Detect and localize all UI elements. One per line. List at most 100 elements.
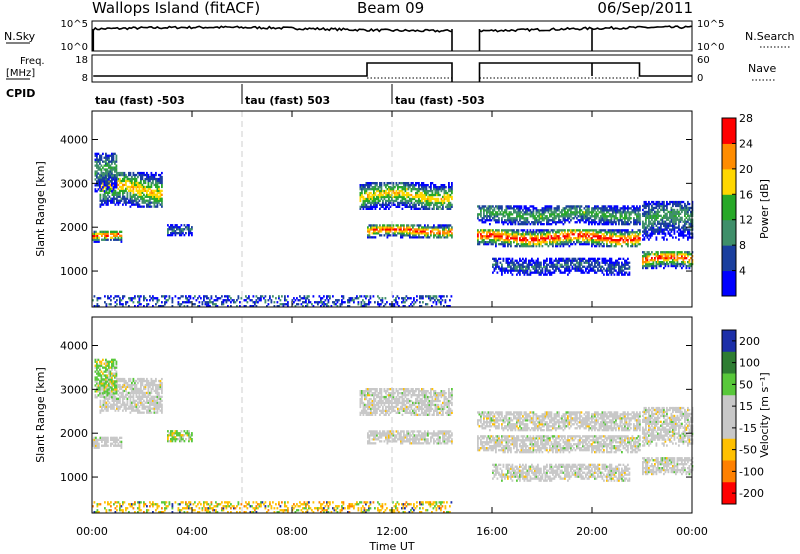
power-cell <box>580 231 583 234</box>
power-cell <box>568 213 571 216</box>
power-cell <box>400 236 402 239</box>
power-cell <box>675 200 677 204</box>
power-cell <box>648 214 650 217</box>
power-cell <box>618 231 620 234</box>
power-cell <box>257 297 259 300</box>
power-cell <box>559 237 562 240</box>
power-cell <box>412 234 414 237</box>
power-cell <box>386 184 389 187</box>
power-cell <box>105 152 107 155</box>
power-cell <box>382 201 384 205</box>
power-cell <box>510 237 512 240</box>
power-cell <box>660 262 662 266</box>
power-cell <box>123 173 126 177</box>
power-cell <box>678 218 680 221</box>
power-cell <box>501 241 503 244</box>
power-cell <box>421 191 423 195</box>
power-cell <box>658 255 661 258</box>
power-cell <box>682 264 685 268</box>
power-cell <box>177 226 180 229</box>
power-cell <box>541 241 544 244</box>
power-cell <box>152 305 154 308</box>
power-cell <box>385 232 387 235</box>
velocity-cell <box>95 440 97 443</box>
power-cell <box>153 183 156 187</box>
velocity-cell <box>95 438 97 441</box>
power-cell <box>553 229 556 232</box>
power-cell <box>386 232 389 235</box>
power-cell <box>137 171 139 175</box>
power-cell <box>122 197 124 200</box>
power-cell <box>681 261 683 264</box>
power-cell <box>679 230 682 233</box>
power-cell <box>624 271 626 274</box>
power-cell <box>510 211 512 214</box>
power-cell <box>368 186 371 189</box>
power-cell <box>388 207 390 210</box>
power-cell <box>117 199 120 202</box>
power-cell <box>663 259 665 262</box>
power-cell <box>558 229 560 232</box>
power-cell <box>318 295 321 298</box>
power-cell <box>667 218 670 221</box>
power-cell <box>122 297 124 300</box>
power-cell <box>446 295 448 298</box>
velocity-cell <box>110 438 112 441</box>
power-cell <box>609 263 611 266</box>
power-cell <box>109 170 112 173</box>
power-cell <box>670 257 673 260</box>
power-cell <box>421 205 423 208</box>
power-cell <box>649 226 652 229</box>
power-cell <box>535 243 538 246</box>
power-cell <box>138 299 141 302</box>
power-cell <box>389 303 391 306</box>
power-cell <box>402 299 405 302</box>
power-cell <box>424 228 426 231</box>
power-cell <box>510 219 512 222</box>
power-cell <box>403 203 405 206</box>
power-cell <box>487 243 490 246</box>
power-cell <box>583 211 586 214</box>
power-cell <box>398 201 401 205</box>
power-cell <box>369 297 372 300</box>
power-cell <box>547 217 550 220</box>
power-cell <box>669 228 671 231</box>
power-cell <box>149 197 151 200</box>
power-cell <box>437 232 440 235</box>
power-cell <box>105 201 108 204</box>
power-cell <box>618 241 620 244</box>
velocity-cell <box>95 436 97 439</box>
power-cell <box>663 224 665 227</box>
power-cell <box>657 232 659 235</box>
power-cell <box>502 233 505 236</box>
power-cell <box>155 193 157 196</box>
power-cell <box>380 303 382 306</box>
power-cell <box>108 166 110 169</box>
power-cell <box>374 301 376 304</box>
power-cell <box>495 213 497 216</box>
power-cell <box>661 216 664 219</box>
power-cell <box>317 303 319 306</box>
power-cell <box>610 237 613 240</box>
power-cell <box>431 207 434 210</box>
power-cell <box>365 197 368 201</box>
power-cell <box>535 265 538 268</box>
power-cell <box>421 186 423 189</box>
power-cell <box>508 265 511 268</box>
power-cell <box>161 193 163 196</box>
power-cell <box>663 253 665 256</box>
power-cell <box>682 200 685 204</box>
power-cell <box>615 217 617 220</box>
power-cell <box>413 205 416 208</box>
power-cell <box>498 229 500 232</box>
power-cell <box>111 191 114 194</box>
power-cell <box>519 213 521 216</box>
power-cell <box>628 237 631 240</box>
power-cell <box>645 202 647 206</box>
power-cell <box>481 229 484 232</box>
power-cell <box>678 251 680 254</box>
power-cell <box>672 218 674 221</box>
power-cell <box>155 179 157 183</box>
power-cell <box>498 219 500 222</box>
power-cell <box>582 215 584 218</box>
